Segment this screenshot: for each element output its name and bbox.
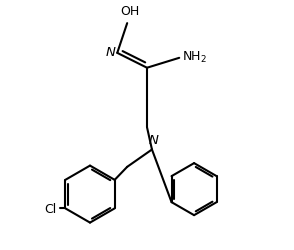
Text: NH$_2$: NH$_2$ xyxy=(182,50,207,65)
Text: N: N xyxy=(148,133,158,146)
Text: N: N xyxy=(106,46,116,59)
Text: OH: OH xyxy=(120,5,139,18)
Text: Cl: Cl xyxy=(44,202,57,215)
